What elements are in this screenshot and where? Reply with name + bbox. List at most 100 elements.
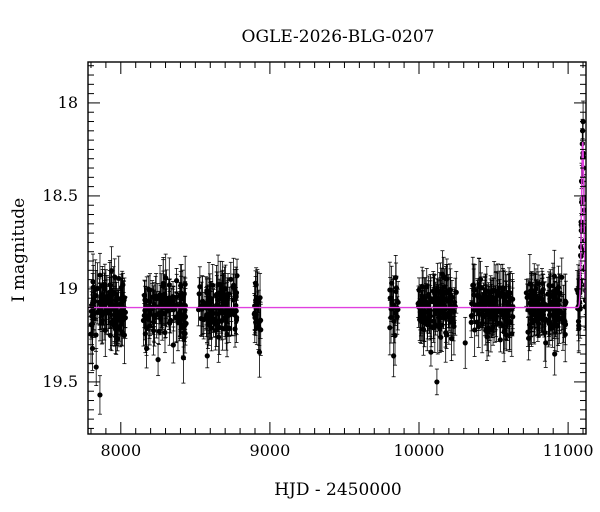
data-points (88, 100, 586, 415)
data-point (440, 301, 446, 307)
data-point (95, 309, 101, 316)
y-tick-label: 18.5 (42, 186, 78, 205)
data-point (224, 294, 231, 300)
plot-area (88, 100, 586, 415)
data-point (158, 316, 164, 322)
data-point (392, 332, 398, 339)
data-point (206, 321, 212, 327)
data-point (582, 304, 586, 310)
data-point (157, 292, 163, 298)
data-point (489, 314, 496, 320)
data-point (431, 287, 437, 294)
data-point (449, 315, 456, 321)
data-point (107, 294, 113, 300)
data-point (144, 298, 150, 304)
data-point (220, 325, 226, 332)
data-point (162, 297, 168, 303)
data-point (112, 316, 118, 322)
data-point (500, 323, 507, 329)
data-point (387, 325, 393, 331)
data-point (551, 311, 557, 317)
data-point (468, 319, 474, 325)
data-point (434, 379, 440, 385)
data-point (163, 275, 169, 281)
data-point (204, 353, 210, 359)
data-point (167, 317, 174, 323)
x-tick-label: 10000 (394, 441, 445, 460)
data-point (97, 392, 103, 398)
data-point (509, 331, 515, 337)
data-point (219, 285, 225, 292)
data-point (484, 329, 491, 335)
data-point (99, 317, 106, 324)
data-point (97, 272, 103, 278)
data-point (213, 321, 219, 327)
data-point (100, 294, 106, 301)
data-point (89, 321, 96, 327)
x-tick-label: 8000 (100, 441, 141, 460)
x-axis-label: HJD - 2450000 (274, 480, 402, 500)
data-point (233, 292, 239, 298)
data-point (446, 311, 452, 317)
data-point (453, 289, 459, 295)
data-point (416, 287, 422, 293)
data-point (474, 319, 480, 325)
data-point (543, 340, 549, 346)
data-point (554, 297, 561, 303)
data-point (448, 335, 455, 342)
data-point (424, 322, 430, 328)
data-point (168, 297, 174, 303)
data-point (180, 355, 187, 361)
plot-frame (87, 61, 587, 435)
data-point (216, 334, 222, 340)
data-point (437, 289, 444, 295)
data-point (537, 295, 543, 301)
y-axis-label: I magnitude (9, 198, 29, 302)
data-point (525, 307, 531, 313)
data-point (170, 342, 176, 348)
data-point (506, 302, 513, 308)
data-point (538, 313, 544, 319)
data-point (435, 301, 441, 307)
data-point (472, 287, 478, 293)
data-point (419, 300, 425, 306)
data-point (470, 282, 477, 288)
chart-title: OGLE-2026-BLG-0207 (242, 27, 435, 47)
data-point (548, 293, 554, 299)
data-point (93, 364, 99, 370)
data-point (115, 324, 121, 330)
data-point (551, 273, 557, 279)
data-point (222, 315, 228, 321)
data-point (232, 326, 238, 332)
data-point (112, 274, 118, 280)
data-point (532, 299, 538, 305)
data-point (443, 289, 449, 295)
data-point (107, 332, 114, 339)
data-point (527, 300, 533, 307)
data-point (526, 335, 532, 341)
data-point (201, 316, 207, 322)
data-point (389, 300, 395, 306)
data-point (483, 293, 489, 300)
data-point (426, 291, 432, 298)
data-point (420, 294, 426, 300)
data-point (233, 308, 239, 314)
data-point (103, 307, 109, 313)
data-point (228, 307, 234, 313)
data-point (97, 299, 104, 305)
data-point (420, 326, 427, 333)
data-point (120, 282, 126, 288)
data-point (253, 282, 259, 288)
data-point (391, 353, 397, 359)
data-point (155, 357, 161, 363)
data-point (115, 313, 121, 319)
data-point (430, 298, 437, 305)
data-point (504, 292, 510, 298)
data-point (116, 275, 122, 282)
data-point (142, 331, 148, 337)
data-point (393, 285, 400, 291)
data-point (258, 317, 264, 323)
data-point (173, 278, 180, 284)
data-point (207, 297, 213, 304)
data-point (156, 328, 162, 334)
